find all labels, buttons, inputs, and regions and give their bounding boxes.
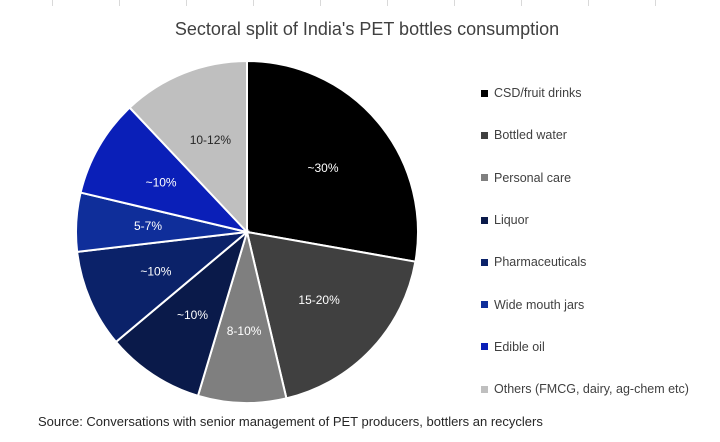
legend-swatch (481, 301, 488, 309)
gridline (186, 0, 187, 6)
legend-swatch (481, 385, 488, 393)
pie-slice (246, 59, 419, 263)
slice-data-label: ~10% (146, 175, 177, 189)
gridline (454, 0, 455, 6)
legend-item: Edible oil (481, 326, 717, 368)
pie-slice (245, 230, 417, 400)
slice-data-label: ~30% (307, 161, 338, 175)
slice-data-label: ~10% (177, 308, 208, 322)
legend-item: Bottled water (481, 114, 717, 156)
gridline (253, 0, 254, 6)
legend-item: Wide mouth jars (481, 283, 717, 325)
gridline (655, 0, 656, 6)
gridline (52, 0, 53, 6)
pie-slice (76, 230, 251, 344)
legend-swatch (481, 89, 488, 97)
legend-item: CSD/fruit drinks (481, 72, 717, 114)
legend-label: Others (FMCG, dairy, ag-chem etc) (494, 382, 689, 397)
legend-item: Pharmaceuticals (481, 241, 717, 283)
slice-data-label: 10-12% (190, 133, 232, 147)
gridline (588, 0, 589, 6)
legend-swatch (481, 343, 488, 351)
pie-chart: ~30% 15-20% 8-10% ~10% ~10% 5-7% ~10% 10-12% (75, 59, 419, 405)
gridline (320, 0, 321, 6)
legend-swatch (481, 174, 488, 182)
top-gridlines (0, 0, 720, 6)
legend-swatch (481, 131, 488, 139)
slice-data-label: 5-7% (134, 219, 162, 233)
source-note: Source: Conversations with senior manage… (38, 414, 543, 429)
pie-slice (79, 106, 251, 234)
gridline (521, 0, 522, 6)
slice-data-label: 15-20% (298, 293, 340, 307)
pie-slice (196, 228, 288, 405)
legend-item: Liquor (481, 199, 717, 241)
slice-data-label: ~10% (140, 264, 171, 278)
legend: CSD/fruit drinks Bottled water Personal ca… (481, 72, 717, 410)
legend-item: Personal care (481, 157, 717, 199)
pie-slice (114, 229, 249, 398)
legend-item: Others (FMCG, dairy, ag-chem etc) (481, 368, 717, 410)
pie-slice (128, 59, 248, 235)
chart-title: Sectoral split of India's PET bottles co… (174, 19, 560, 39)
gridline (387, 0, 388, 6)
legend-label: Bottled water (494, 128, 567, 143)
legend-swatch (481, 216, 488, 224)
legend-label: Edible oil (494, 339, 545, 354)
legend-label: Personal care (494, 170, 572, 185)
gridline (119, 0, 120, 6)
legend-label: CSD/fruit drinks (494, 86, 582, 101)
slice-data-label: 8-10% (227, 324, 262, 338)
legend-label: Wide mouth jars (494, 297, 585, 312)
legend-label: Pharmaceuticals (494, 255, 587, 270)
legend-label: Liquor (494, 213, 529, 228)
legend-swatch (481, 258, 488, 266)
